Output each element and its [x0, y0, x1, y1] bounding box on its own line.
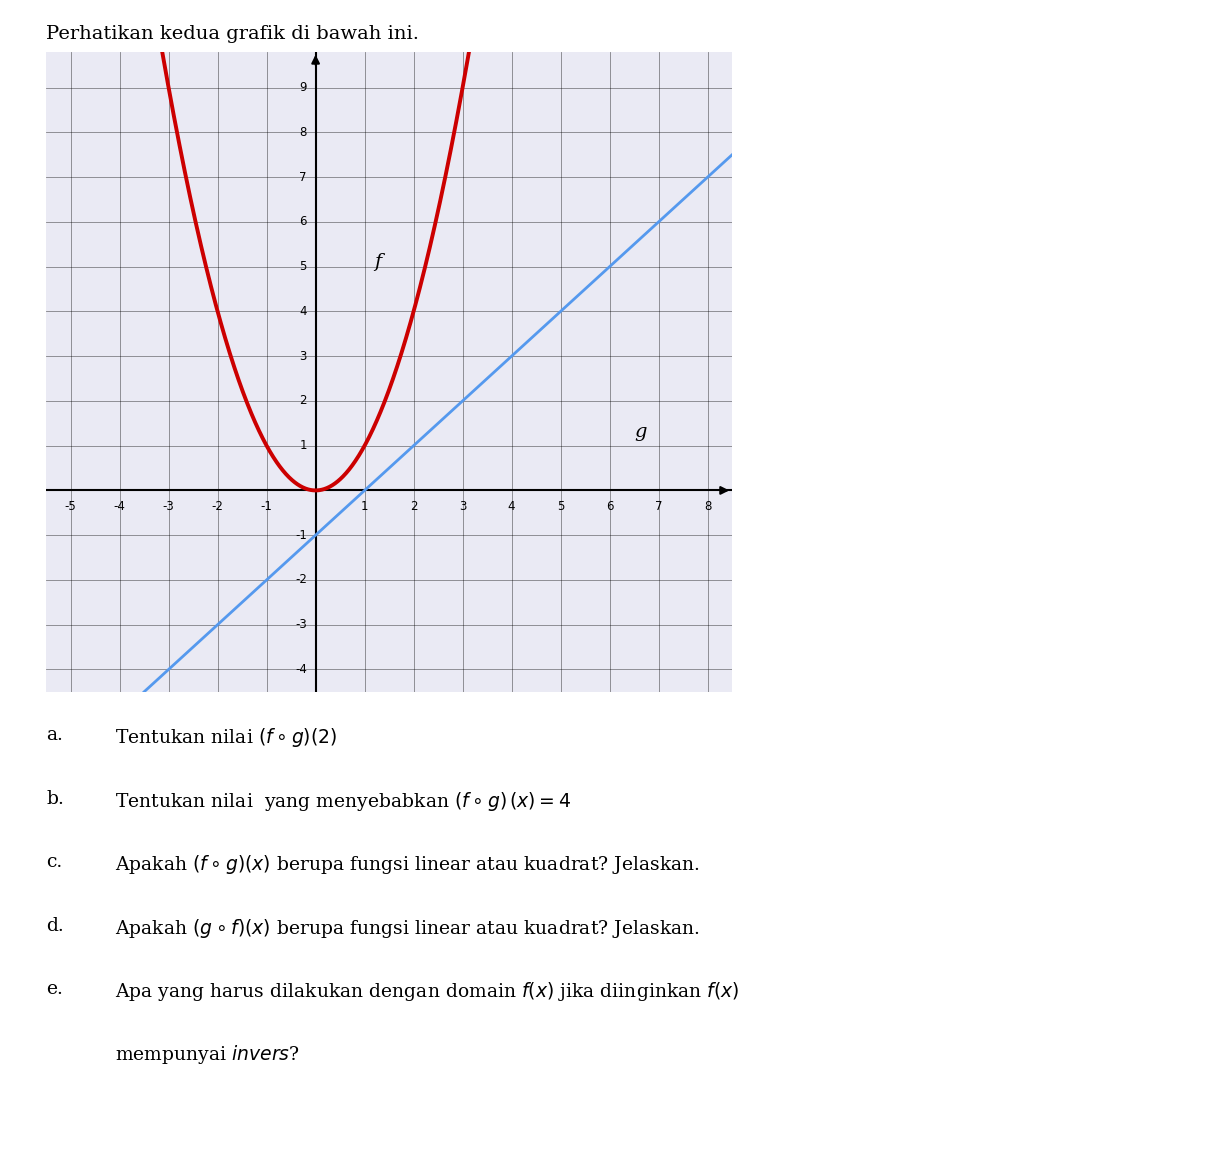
Text: -4: -4 [295, 663, 307, 676]
Text: Perhatikan kedua grafik di bawah ini.: Perhatikan kedua grafik di bawah ini. [46, 25, 419, 44]
Text: 3: 3 [300, 349, 307, 363]
Text: 4: 4 [300, 304, 307, 318]
Text: a.: a. [46, 726, 63, 745]
Text: 8: 8 [704, 500, 711, 513]
Text: -1: -1 [261, 500, 272, 513]
Text: 3: 3 [459, 500, 466, 513]
Text: 1: 1 [361, 500, 368, 513]
Text: 1: 1 [300, 439, 307, 452]
Text: -4: -4 [114, 500, 125, 513]
Text: e.: e. [46, 980, 63, 998]
Text: -3: -3 [295, 618, 307, 631]
Text: 7: 7 [654, 500, 663, 513]
Text: 6: 6 [300, 216, 307, 228]
Text: -3: -3 [163, 500, 175, 513]
Text: b.: b. [46, 790, 64, 808]
Text: Apakah $(f \circ g)(x)$ berupa fungsi linear atau kuadrat? Jelaskan.: Apakah $(f \circ g)(x)$ berupa fungsi li… [115, 853, 700, 876]
Text: Apa yang harus dilakukan dengan domain $f(x)$ jika diinginkan $f(x)$: Apa yang harus dilakukan dengan domain $… [115, 980, 739, 1003]
Text: f: f [374, 253, 381, 271]
Text: Tentukan nilai $(f \circ g)(2)$: Tentukan nilai $(f \circ g)(2)$ [115, 726, 337, 749]
Text: 4: 4 [507, 500, 515, 513]
Text: -1: -1 [295, 529, 307, 542]
Text: g: g [634, 423, 647, 440]
Text: c.: c. [46, 853, 62, 872]
Text: 2: 2 [300, 394, 307, 407]
Text: Tentukan nilai  yang menyebabkan $(f \circ g)\,(x) = 4$: Tentukan nilai yang menyebabkan $(f \cir… [115, 790, 572, 813]
Text: 5: 5 [300, 261, 307, 273]
Text: 9: 9 [300, 81, 307, 95]
Text: -2: -2 [211, 500, 223, 513]
Text: 6: 6 [606, 500, 613, 513]
Text: mempunyai $\mathit{invers}$?: mempunyai $\mathit{invers}$? [115, 1043, 300, 1067]
Text: -5: -5 [64, 500, 76, 513]
Text: 8: 8 [300, 126, 307, 138]
Text: 5: 5 [557, 500, 565, 513]
Text: 2: 2 [410, 500, 418, 513]
Text: -2: -2 [295, 573, 307, 587]
Text: Apakah $(g \circ f)(x)$ berupa fungsi linear atau kuadrat? Jelaskan.: Apakah $(g \circ f)(x)$ berupa fungsi li… [115, 917, 700, 940]
Text: 7: 7 [300, 171, 307, 183]
Text: d.: d. [46, 917, 64, 935]
